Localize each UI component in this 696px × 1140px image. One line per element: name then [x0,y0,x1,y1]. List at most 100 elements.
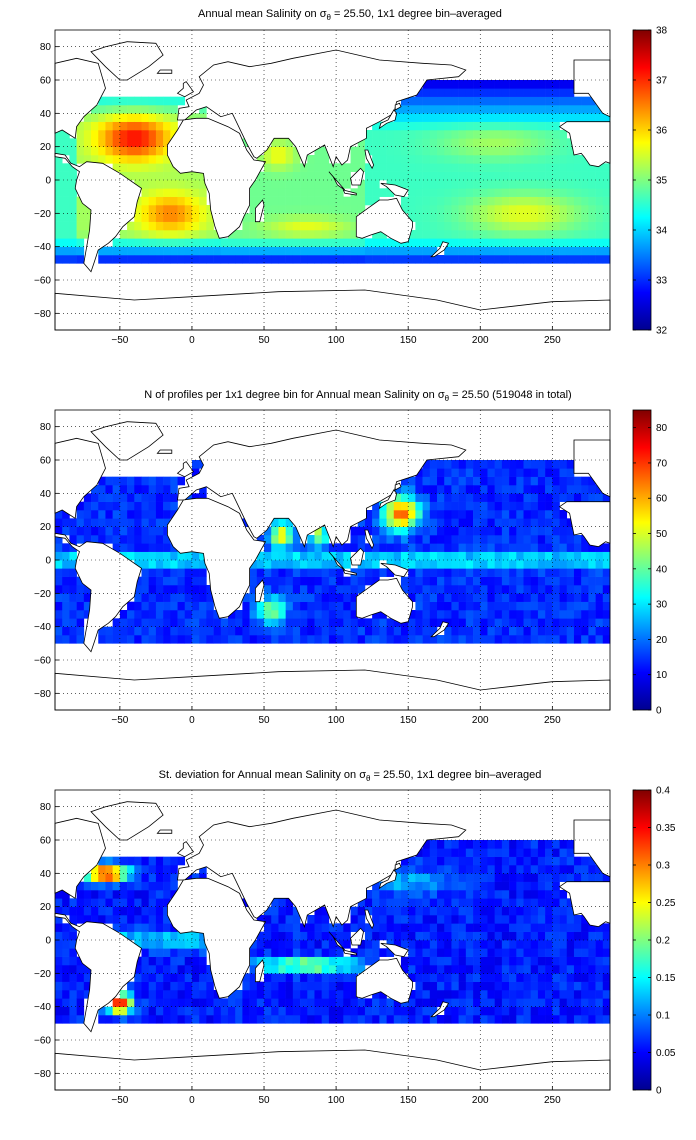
heatmap-cell [55,205,63,214]
heatmap-cell [256,155,265,164]
heatmap-cell [170,121,178,131]
heatmap-cell [415,221,423,231]
heatmap-cell [581,568,589,577]
heatmap-cell [473,518,481,527]
heatmap-cell [372,163,380,172]
heatmap-cell [134,543,142,552]
heatmap-cell [537,956,546,966]
heatmap-cell [55,543,63,552]
heatmap-cell [55,138,63,147]
heatmap-cell [473,196,481,206]
heatmap-cell [581,238,589,247]
heatmap-cell [473,468,481,477]
heatmap-cell [393,543,402,552]
heatmap-cell [357,585,366,594]
land-mass [54,437,106,519]
heatmap-cell [415,485,423,494]
heatmap-cell [509,973,517,982]
heatmap-cell [292,230,301,239]
heatmap-cell [566,113,575,122]
heatmap-cell [501,998,510,1007]
heatmap-cell [184,246,193,256]
heatmap-cell [264,635,272,644]
heatmap-cell [444,618,452,627]
heatmap-cell [76,956,85,966]
heatmap-cell [545,626,553,636]
heatmap-cell [451,865,459,874]
heatmap-cell [595,493,604,502]
heatmap-cell [465,501,474,511]
heatmap-cell [227,635,236,644]
heatmap-cell [372,510,380,519]
heatmap-cell [422,948,431,957]
heatmap-cell [235,230,243,239]
heatmap-cell [278,255,286,264]
heatmap-cell [487,130,495,139]
heatmap-cell [321,155,330,164]
heatmap-cell [112,1006,121,1016]
heatmap-cell [206,585,214,594]
heatmap-cell [429,105,438,114]
land-mass [355,577,413,624]
heatmap-cell [523,213,532,222]
heatmap-cell [487,96,495,106]
heatmap-cell [119,856,128,866]
heatmap-cell [465,898,474,907]
heatmap-cell [264,238,272,247]
colorbar-tick-label: 20 [656,635,668,646]
heatmap-cell [537,890,546,899]
heatmap-cell [444,560,452,569]
heatmap-cell [437,610,445,619]
heatmap-cell [249,255,258,264]
heatmap-cell [170,96,178,106]
heatmap-cell [473,130,481,139]
heatmap-cell [235,1015,243,1024]
heatmap-cell [523,848,532,857]
heatmap-cell [300,255,308,264]
heatmap-cell [408,560,416,569]
heatmap-cell [170,890,178,899]
heatmap-cell [83,898,92,907]
heatmap-cell [437,113,445,122]
heatmap-cell [163,998,171,1007]
heatmap-cell [292,965,301,974]
heatmap-cell [379,130,387,139]
heatmap-cell [364,188,373,197]
heatmap-cell [271,610,279,619]
heatmap-cell [83,121,92,131]
heatmap-cell [530,526,539,536]
heatmap-cell [509,865,517,874]
heatmap-cell [191,246,200,256]
heatmap-cell [408,255,416,264]
heatmap-cell [170,956,178,966]
heatmap-cell [249,196,258,206]
heatmap-cell [336,255,344,264]
heatmap-cell [516,890,524,899]
heatmap-cell [523,543,532,552]
heatmap-cell [393,1006,402,1016]
heatmap-cell [473,998,481,1007]
heatmap-cell [465,535,474,544]
heatmap-cell [494,973,503,982]
heatmap-cell [292,931,301,941]
heatmap-cell [429,1015,438,1024]
heatmap-cell [292,956,301,966]
heatmap-cell [235,238,243,247]
heatmap-cell [537,998,546,1007]
heatmap-cell [343,163,351,172]
heatmap-cell [105,890,113,899]
heatmap-cell [422,840,431,849]
heatmap-cell [408,890,416,899]
heatmap-cell [112,626,121,636]
heatmap-cell [501,618,510,627]
heatmap-cell [408,898,416,907]
heatmap-cell [437,585,445,594]
heatmap-cell [314,973,322,982]
heatmap-cell [509,585,517,594]
heatmap-cell [163,931,171,941]
heatmap-cell [336,990,344,999]
heatmap-cell [501,560,510,569]
heatmap-cell [69,180,77,189]
heatmap-cell [530,138,539,147]
heatmap-cell [285,543,294,552]
